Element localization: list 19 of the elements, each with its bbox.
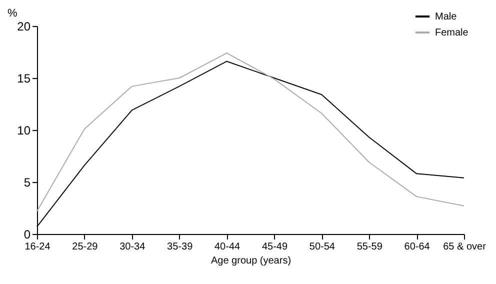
y-tick-label: 10 (17, 124, 31, 138)
x-tick-label: 40-44 (214, 242, 241, 252)
x-tick-label: 55-59 (356, 242, 383, 252)
y-tick-label: 0 (24, 228, 31, 242)
y-tick-label: 20 (17, 20, 31, 34)
x-tick-label: 60-64 (404, 242, 430, 252)
x-tick-label: 45-49 (262, 242, 288, 252)
x-axis-title: Age group (years) (210, 256, 292, 266)
legend-label: Female (435, 28, 469, 38)
x-tick-label: 16-24 (24, 242, 51, 252)
legend-label: Male (435, 12, 458, 22)
y-tick-label: 15 (17, 72, 31, 86)
y-axis-title: % (8, 8, 18, 20)
x-tick-label: 35-39 (167, 242, 194, 252)
x-tick-label: 25-29 (72, 242, 98, 252)
y-tick-label: 5 (24, 176, 31, 190)
x-tick-label: 30-34 (120, 242, 146, 252)
x-tick-label: 50-54 (309, 242, 336, 252)
x-tick-label: 65 & over (443, 242, 487, 252)
